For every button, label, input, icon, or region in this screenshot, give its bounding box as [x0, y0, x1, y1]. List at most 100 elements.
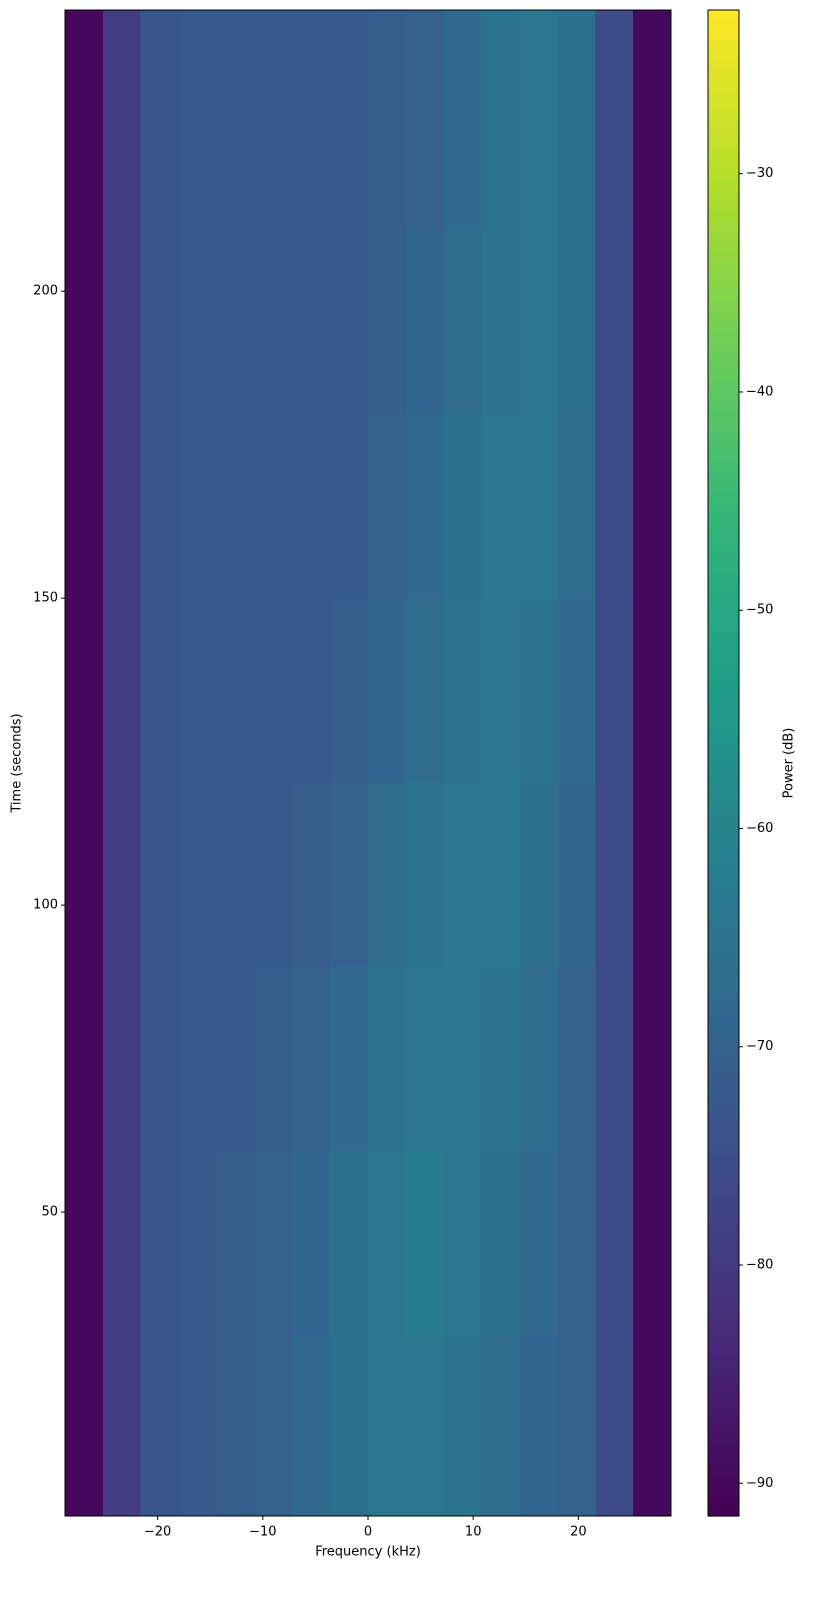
- heatmap-cell: [292, 598, 331, 783]
- heatmap-cell: [368, 229, 407, 415]
- heatmap-cell: [330, 1334, 369, 1517]
- heatmap-cell: [140, 1150, 180, 1336]
- colorbar-segment: [708, 632, 739, 644]
- colorbar-segment: [708, 1465, 739, 1477]
- colorbar-segment: [708, 301, 739, 312]
- colorbar-segment: [708, 160, 739, 172]
- colorbar-segment: [708, 1435, 739, 1447]
- heatmap-cell: [216, 229, 255, 415]
- heatmap-cell: [481, 1334, 520, 1517]
- heatmap-cell: [292, 782, 331, 968]
- colorbar-segment: [708, 993, 739, 1005]
- colorbar-segment: [708, 421, 739, 433]
- colorbar-segment: [708, 773, 739, 784]
- y-axis-label: Time (seconds): [10, 713, 25, 813]
- heatmap-cell: [368, 10, 407, 231]
- colorbar-segment: [708, 833, 739, 844]
- heatmap-cell: [481, 598, 520, 783]
- colorbar-segment: [708, 542, 739, 553]
- colorbar-segment: [708, 1134, 739, 1146]
- heatmap-cell: [481, 1150, 520, 1336]
- colorbar-segment: [708, 572, 739, 583]
- colorbar-segment: [708, 501, 739, 513]
- heatmap-cell: [443, 10, 483, 231]
- colorbar-label: Power (dB): [782, 728, 797, 799]
- x-axis-label: Frequency (kHz): [315, 1545, 421, 1560]
- heatmap-cell: [330, 229, 369, 415]
- heatmap-cell: [405, 1334, 445, 1517]
- colorbar-segment: [708, 50, 739, 61]
- heatmap-cell: [595, 1150, 634, 1336]
- x-tick-label: 20: [570, 1525, 587, 1540]
- heatmap-cell: [557, 413, 596, 599]
- heatmap-cell: [633, 782, 672, 968]
- colorbar-tick-label: −40: [746, 384, 773, 399]
- heatmap-cell: [405, 966, 445, 1152]
- colorbar-segment: [708, 90, 739, 101]
- colorbar-segment: [708, 692, 739, 704]
- colorbar-segment: [708, 411, 739, 423]
- colorbar-segment: [708, 1375, 739, 1387]
- heatmap-cell: [368, 966, 407, 1152]
- colorbar-segment: [708, 10, 739, 21]
- heatmap-cell: [254, 1334, 293, 1517]
- colorbar-segment: [708, 220, 739, 232]
- heatmap-cell: [595, 10, 634, 231]
- heatmap-cell: [178, 10, 217, 231]
- colorbar-segment: [708, 1275, 739, 1286]
- colorbar-segment: [708, 1395, 739, 1407]
- heatmap-cell: [254, 966, 293, 1152]
- heatmap-cell: [557, 598, 596, 783]
- heatmap: [65, 10, 672, 1517]
- heatmap-cell: [443, 1334, 483, 1517]
- heatmap-cell: [140, 966, 180, 1152]
- colorbar-segment: [708, 1034, 739, 1045]
- heatmap-cell: [254, 10, 293, 231]
- heatmap-cell: [178, 229, 217, 415]
- colorbar-segment: [708, 532, 739, 543]
- x-tick-label: 10: [465, 1525, 482, 1540]
- colorbar-segment: [708, 361, 739, 373]
- colorbar-segment: [708, 261, 739, 272]
- colorbar-segment: [708, 1265, 739, 1276]
- heatmap-cell: [102, 1150, 142, 1336]
- heatmap-cell: [443, 966, 483, 1152]
- heatmap-cell: [330, 413, 369, 599]
- colorbar-segment: [708, 1234, 739, 1246]
- colorbar-segment: [708, 562, 739, 573]
- colorbar-segment: [708, 522, 739, 533]
- heatmap-cell: [178, 413, 217, 599]
- heatmap-cell: [216, 782, 255, 968]
- colorbar-segment: [708, 1054, 739, 1065]
- colorbar-tick-label: −50: [746, 603, 773, 618]
- heatmap-cell: [65, 1334, 104, 1517]
- colorbar-segment: [708, 742, 739, 754]
- heatmap-cell: [102, 782, 142, 968]
- colorbar-segment: [708, 230, 739, 242]
- heatmap-cell: [178, 1334, 217, 1517]
- heatmap-cell: [330, 598, 369, 783]
- heatmap-cell: [519, 598, 558, 783]
- heatmap-cell: [102, 413, 142, 599]
- heatmap-cell: [178, 598, 217, 783]
- colorbar-segment: [708, 1385, 739, 1397]
- colorbar-segment: [708, 702, 739, 714]
- colorbar-segment: [708, 1184, 739, 1196]
- heatmap-cell: [254, 782, 293, 968]
- heatmap-cell: [633, 1334, 672, 1517]
- colorbar-segment: [708, 793, 739, 804]
- heatmap-cell: [216, 966, 255, 1152]
- y-tick-label: 50: [41, 1205, 58, 1220]
- colorbar-segment: [708, 70, 739, 81]
- heatmap-cell: [595, 598, 634, 783]
- colorbar-segment: [708, 1455, 739, 1467]
- colorbar-segment: [708, 592, 739, 603]
- colorbar-segment: [708, 441, 739, 453]
- colorbar-segment: [708, 1244, 739, 1256]
- heatmap-cell: [405, 598, 445, 783]
- heatmap-cell: [368, 1334, 407, 1517]
- colorbar-segment: [708, 381, 739, 393]
- heatmap-cell: [178, 1150, 217, 1336]
- colorbar-tick-label: −70: [746, 1039, 773, 1054]
